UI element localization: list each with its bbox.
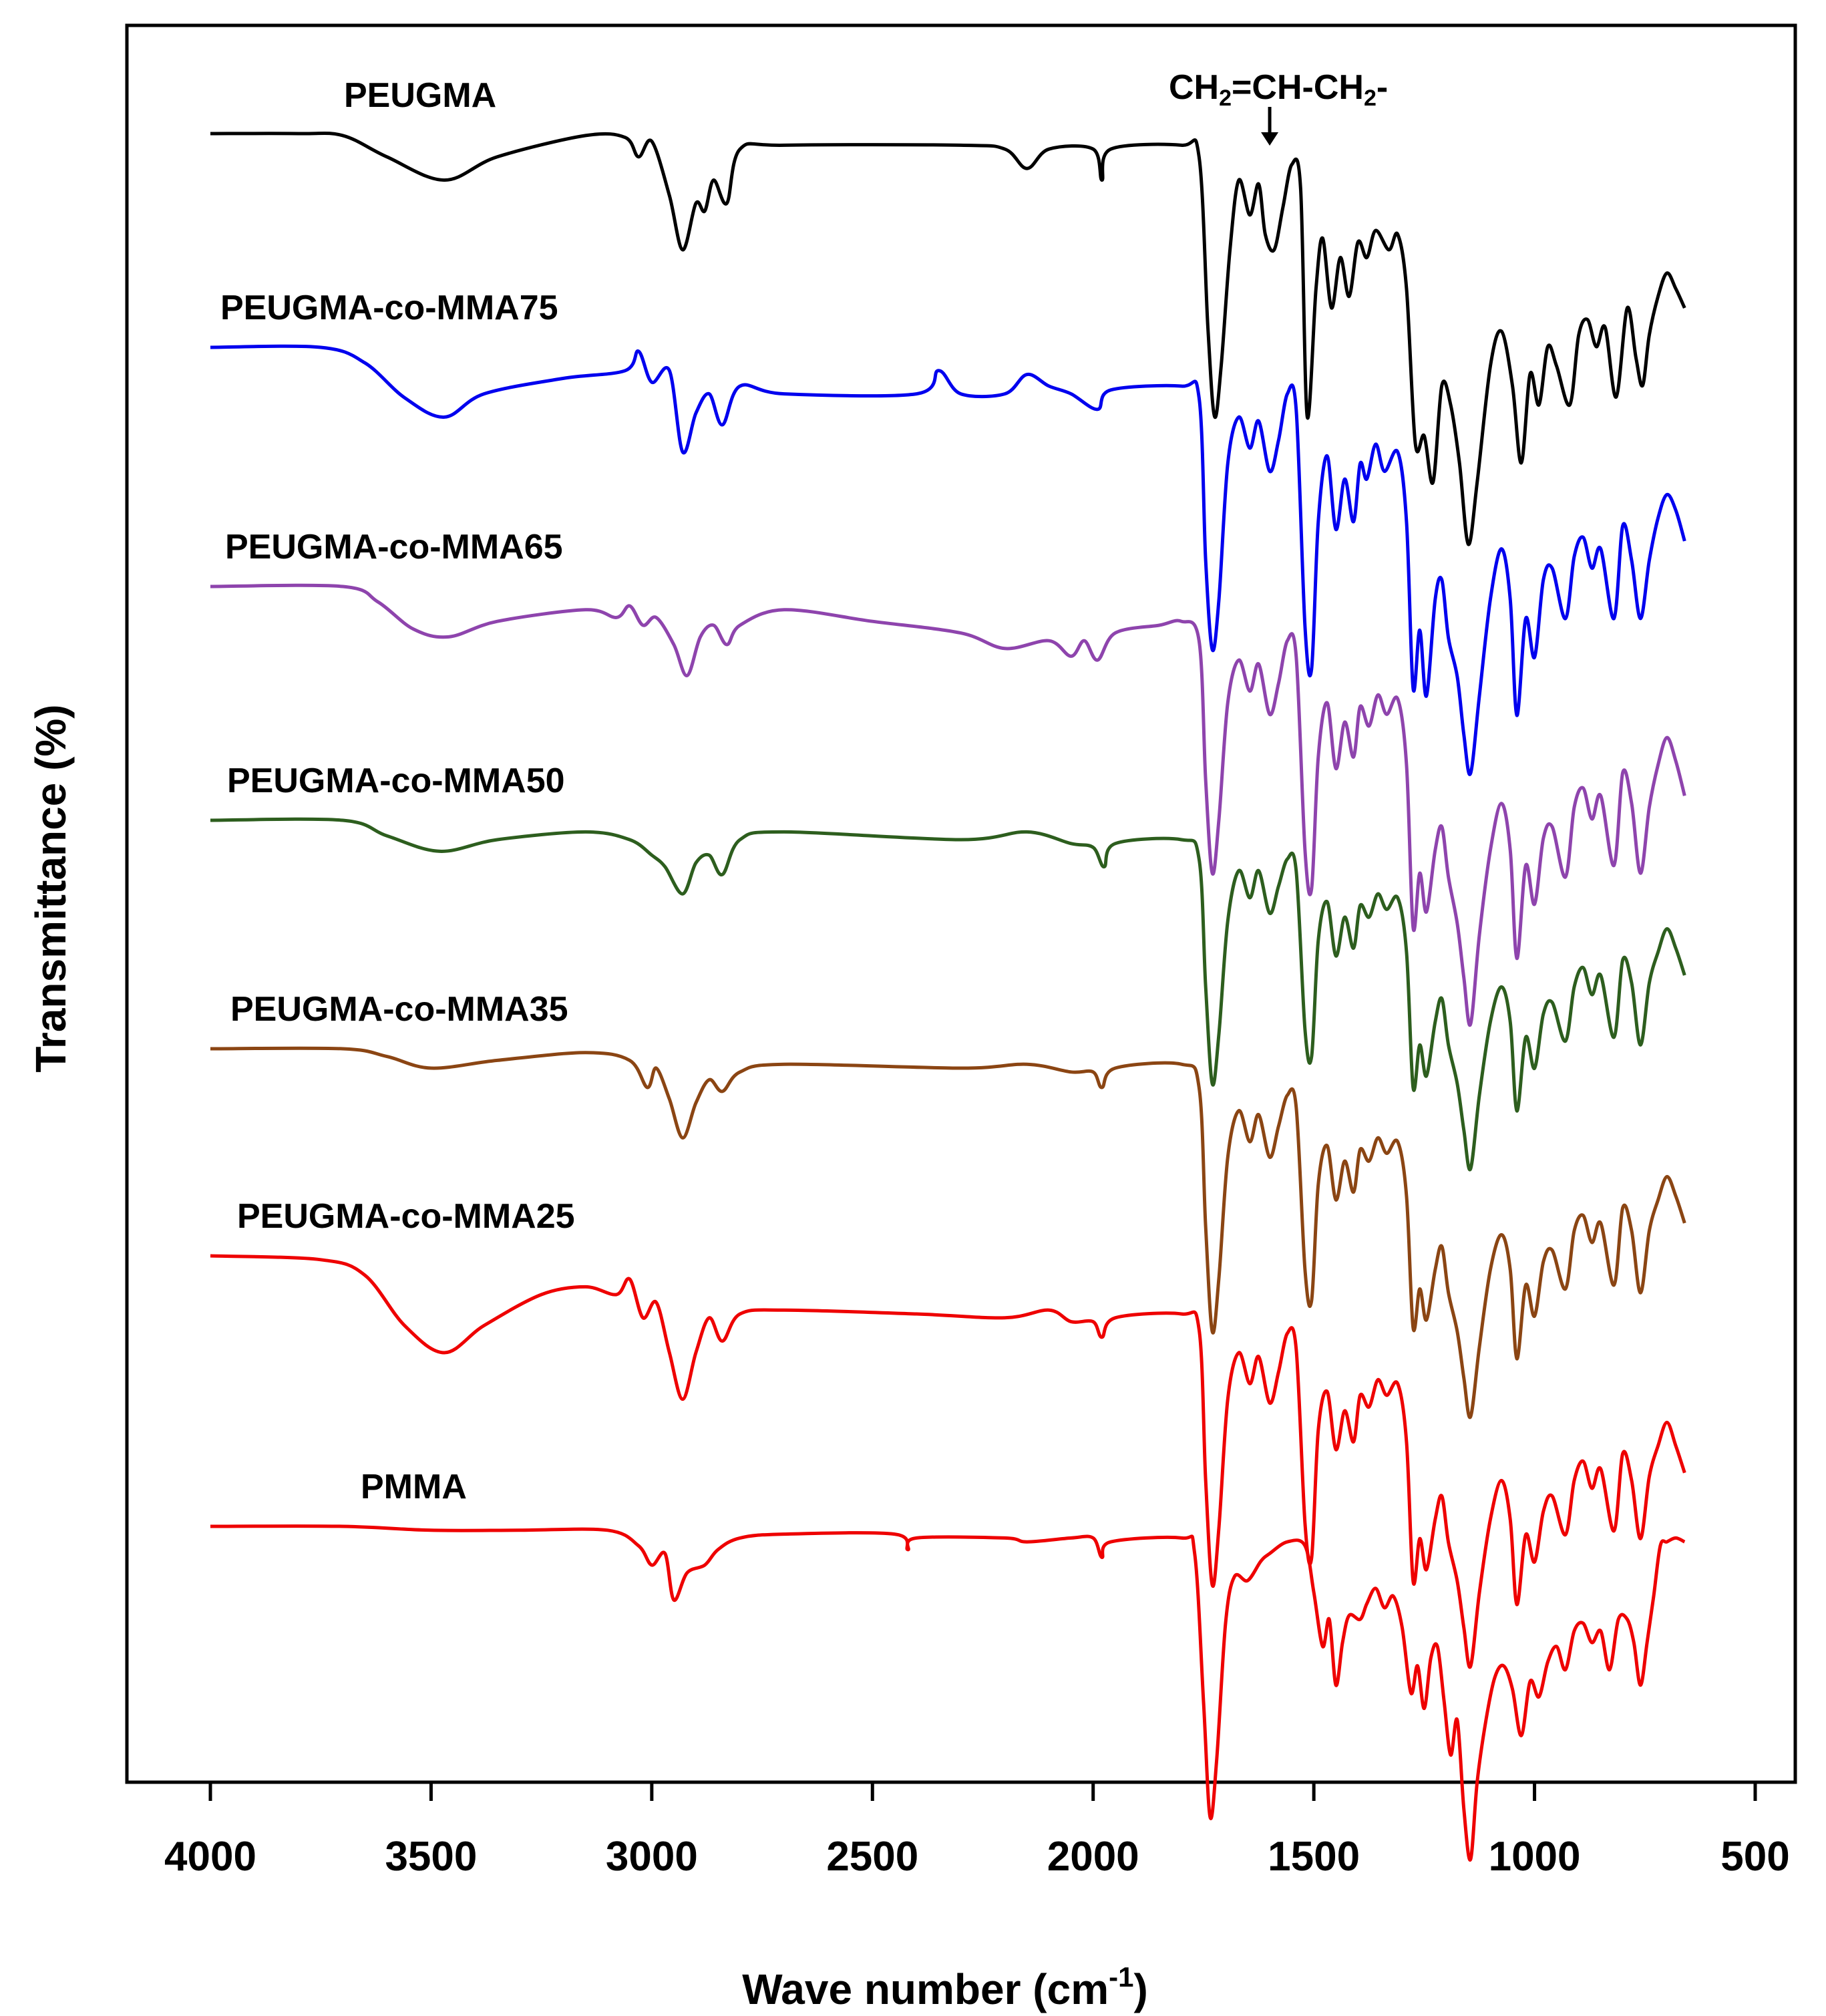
annotation: CH2=CH-CH2- bbox=[1169, 68, 1388, 146]
series-line-pmma bbox=[210, 1524, 1686, 1862]
x-tick-label: 3000 bbox=[606, 1834, 698, 1880]
annotation-label: CH2=CH-CH2- bbox=[1169, 68, 1388, 111]
x-tick-label: 4000 bbox=[164, 1834, 256, 1880]
series-label: PEUGMA-co-MMA65 bbox=[225, 528, 563, 566]
series-labels: PEUGMA PEUGMA-co-MMA75 PEUGMA-co-MMA65 PEUG… bbox=[220, 76, 575, 1506]
annotation-part: =CH-CH bbox=[1232, 68, 1364, 107]
x-tick-label: 1000 bbox=[1489, 1834, 1581, 1880]
series-label: PEUGMA-co-MMA25 bbox=[237, 1197, 575, 1236]
series-label: PEUGMA-co-MMA35 bbox=[230, 990, 568, 1029]
annotation-part: CH bbox=[1169, 68, 1219, 107]
x-tick-label: 1500 bbox=[1268, 1834, 1360, 1880]
x-axis-title-end: ) bbox=[1133, 1965, 1147, 2013]
annotation-arrow-head bbox=[1261, 132, 1279, 146]
x-tick-label: 2500 bbox=[826, 1834, 918, 1880]
x-axis-title-superscript: -1 bbox=[1109, 1961, 1133, 1993]
plot-frame bbox=[125, 23, 1797, 1784]
x-axis-title: Wave number (cm-1) bbox=[742, 1961, 1148, 2013]
series-line-peugma bbox=[210, 131, 1686, 546]
series-line-peugma-co-mma35 bbox=[210, 1046, 1686, 1419]
annotation-part: - bbox=[1377, 68, 1388, 107]
series-label: PEUGMA-co-MMA75 bbox=[220, 289, 558, 327]
annotation-subscript: 2 bbox=[1219, 86, 1232, 111]
series-line-peugma-co-mma50 bbox=[210, 817, 1686, 1172]
series-line-peugma-co-mma65 bbox=[210, 583, 1686, 1027]
y-axis-title: Transmittance (%) bbox=[27, 704, 75, 1072]
x-tick-label: 500 bbox=[1720, 1834, 1789, 1880]
series-label: PEUGMA bbox=[344, 76, 496, 115]
series-group bbox=[210, 131, 1686, 1862]
x-tick-label: 3500 bbox=[385, 1834, 477, 1880]
series-label: PEUGMA-co-MMA50 bbox=[227, 762, 565, 800]
series-label: PMMA bbox=[361, 1468, 467, 1506]
series-line-peugma-co-mma25 bbox=[210, 1254, 1686, 1669]
series-line-peugma-co-mma75 bbox=[210, 344, 1686, 776]
x-axis: 4000 3500 3000 2500 2000 1500 1000 500 bbox=[164, 1782, 1790, 1880]
annotation-subscript: 2 bbox=[1364, 86, 1377, 111]
x-axis-title-main: Wave number (cm bbox=[742, 1965, 1109, 2013]
x-tick-label: 2000 bbox=[1047, 1834, 1139, 1880]
